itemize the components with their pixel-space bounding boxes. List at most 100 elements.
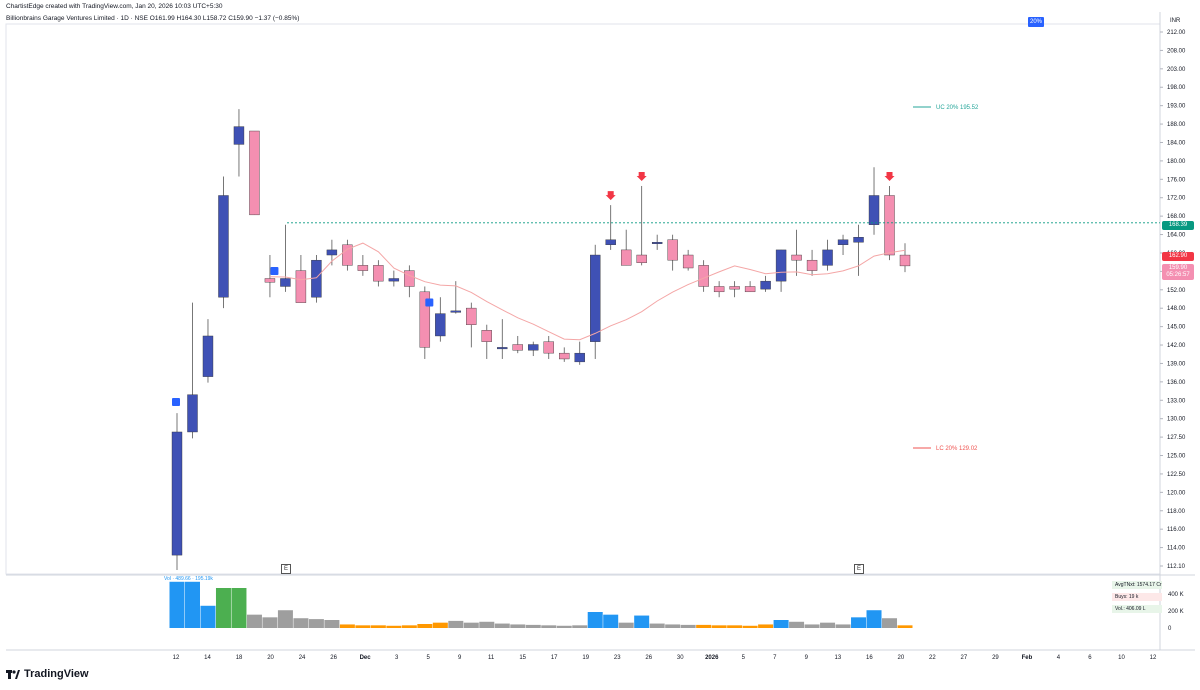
y-tick-label: 116.00	[1167, 527, 1186, 533]
volume-bar	[820, 622, 836, 628]
x-tick-label: 27	[961, 655, 968, 661]
x-tick-label: 7	[773, 655, 777, 661]
volume-bar	[277, 610, 293, 628]
candle	[388, 270, 400, 287]
volume-bar	[618, 622, 634, 628]
volume-bar	[215, 588, 231, 628]
x-tick-label: 15	[519, 655, 526, 661]
x-tick-label: 18	[236, 655, 243, 661]
candle	[853, 224, 864, 276]
y-tick-label: 120.00	[1167, 490, 1186, 496]
candle	[450, 281, 462, 314]
candle	[899, 243, 911, 273]
x-tick-label: 29	[992, 655, 999, 661]
buys-box: Buys: 19 k	[1112, 593, 1162, 601]
volume-bar	[262, 617, 278, 628]
bull-candle-body	[233, 126, 245, 145]
bear-candle-body	[713, 286, 725, 293]
candle	[760, 275, 771, 292]
badge-20pct[interactable]: 20%	[1028, 17, 1044, 27]
volume-axis-label: 200 K	[1168, 609, 1184, 615]
x-tick-label: 14	[204, 655, 211, 661]
y-tick-label: 148.00	[1167, 306, 1186, 312]
x-tick-label: 4	[1057, 655, 1061, 661]
bull-candle-body	[497, 347, 508, 350]
candle	[837, 234, 849, 256]
x-tick-label: 19	[582, 655, 589, 661]
candle	[404, 265, 415, 298]
volume-bar	[541, 625, 557, 628]
last-price-value: 159.90	[1168, 265, 1188, 271]
volume-bar	[494, 623, 510, 628]
candle	[806, 249, 818, 276]
y-tick-label: 133.00	[1167, 398, 1186, 404]
bear-candle-body	[342, 244, 353, 266]
x-tick-label: Feb	[1022, 655, 1033, 661]
candle	[497, 319, 508, 359]
y-tick-label: 164.00	[1167, 233, 1186, 239]
y-tick-label: 198.00	[1167, 85, 1186, 91]
y-tick-label: 152.00	[1167, 288, 1186, 294]
countdown-timer: 05:26:57	[1166, 272, 1190, 278]
bear-candle-body	[698, 265, 709, 287]
candle	[528, 341, 539, 357]
candle	[512, 335, 523, 354]
bear-candle-body	[884, 195, 895, 256]
vol-box: Vol.: 406.09 L	[1112, 605, 1162, 613]
volume-bar	[510, 624, 526, 628]
x-tick-label: Dec	[360, 655, 372, 661]
x-tick-label: 26	[645, 655, 652, 661]
bull-candle-body	[837, 239, 849, 246]
y-tick-label: 203.00	[1167, 67, 1186, 73]
volume-bar	[231, 588, 247, 628]
last-price-tag: 159.90 05:26:57	[1162, 264, 1194, 280]
volume-bar	[184, 581, 200, 628]
bear-candle-body	[729, 286, 740, 290]
volume-bar	[246, 614, 262, 628]
volume-bar	[401, 625, 417, 628]
x-tick-label: 23	[614, 655, 621, 661]
candle	[559, 347, 570, 362]
bear-candle-body	[295, 270, 307, 303]
volume-bar	[200, 605, 216, 628]
volume-bar	[448, 620, 464, 628]
candle	[342, 239, 353, 271]
candle	[822, 239, 833, 271]
bear-candle-body	[806, 259, 818, 271]
bear-candle-body	[512, 344, 523, 351]
y-tick-label: 130.00	[1167, 417, 1186, 423]
x-tick-label: 20	[267, 655, 274, 661]
tradingview-logo[interactable]: TradingView	[6, 668, 89, 680]
earnings-marker[interactable]: E	[281, 564, 291, 574]
candle	[651, 234, 663, 250]
y-tick-label: 122.50	[1167, 472, 1186, 478]
tradingview-logo-icon	[6, 669, 20, 679]
candle	[218, 176, 229, 309]
candle	[171, 413, 183, 570]
earnings-marker[interactable]: E	[854, 564, 864, 574]
volume-bar	[789, 621, 805, 628]
bear-candle-body	[357, 265, 369, 271]
candle	[698, 260, 709, 292]
bear-candle-body	[419, 291, 431, 348]
bear-candle-body	[481, 330, 492, 342]
y-tick-label: 188.00	[1167, 122, 1186, 128]
candle	[419, 286, 431, 359]
volume-bar	[386, 625, 402, 628]
candle	[605, 205, 616, 250]
buy-signal-square	[425, 298, 434, 307]
tradingview-logo-text: TradingView	[24, 668, 89, 680]
volume-bar	[727, 625, 743, 628]
candle	[775, 249, 787, 292]
candle	[295, 255, 307, 303]
candle	[373, 260, 384, 287]
bull-candle-body	[574, 352, 585, 363]
x-tick-label: 26	[330, 655, 337, 661]
candle	[574, 341, 585, 365]
volume-bar	[417, 624, 433, 628]
x-tick-label: 20	[898, 655, 905, 661]
volume-bar	[370, 625, 386, 628]
bear-candle-body	[543, 341, 554, 354]
x-tick-label: 9	[458, 655, 462, 661]
